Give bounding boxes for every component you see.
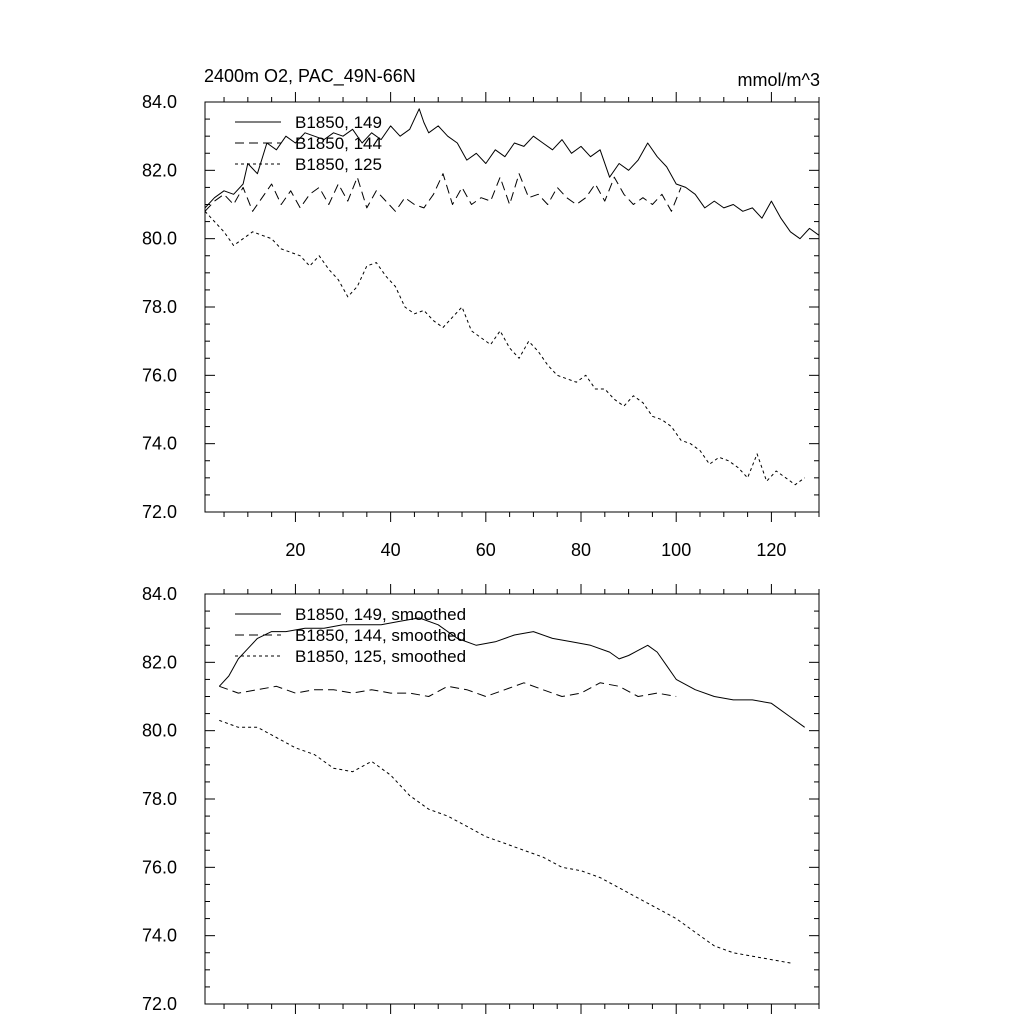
x-tick-label: 120 xyxy=(756,540,786,560)
tick-label-group: 72.0 74.0 76.0 78.0 80.0 82.0 84.0 xyxy=(142,584,177,1014)
y-tick-label: 84.0 xyxy=(142,92,177,112)
y-tick-label: 78.0 xyxy=(142,297,177,317)
legend-label: B1850, 144, smoothed xyxy=(295,626,466,645)
x-tick-label: 60 xyxy=(476,540,496,560)
legend-label: B1850, 125, smoothed xyxy=(295,647,466,666)
series-group xyxy=(218,617,805,964)
series-group xyxy=(204,108,820,486)
y-tick-label: 84.0 xyxy=(142,584,177,604)
legend-label: B1850, 149 xyxy=(295,113,382,132)
legend-label: B1850, 125 xyxy=(295,155,382,174)
legend-label: B1850, 149, smoothed xyxy=(295,605,466,624)
series-line-2 xyxy=(204,173,682,212)
y-tick-label: 82.0 xyxy=(142,652,177,672)
legend: B1850, 149 B1850, 144 B1850, 125 xyxy=(235,113,382,174)
chart-title: 2400m O2, PAC_49N-66N xyxy=(204,66,416,87)
y-tick-label: 82.0 xyxy=(142,160,177,180)
series-line-1 xyxy=(218,617,805,728)
y-tick-label: 72.0 xyxy=(142,502,177,522)
x-tick-label: 100 xyxy=(661,540,691,560)
y-tick-label: 80.0 xyxy=(142,229,177,249)
series-line-3 xyxy=(219,719,791,964)
top-panel: 2400m O2, PAC_49N-66N mmol/m^3 72.074.07… xyxy=(142,66,820,560)
tick-group xyxy=(205,92,820,522)
tick-label-group: 72.0 74.0 76.0 78.0 80.0 82.0 84.0 20 40 60 80 100 1… xyxy=(142,92,786,560)
y-tick-label: 74.0 xyxy=(142,926,177,946)
series-line-2 xyxy=(219,682,677,697)
series-line-3 xyxy=(204,210,805,486)
y-tick-label: 76.0 xyxy=(142,857,177,877)
legend: B1850, 149, smoothed B1850, 144, smoothed… xyxy=(235,605,466,666)
tick-group xyxy=(205,584,820,1014)
y-tick-label: 80.0 xyxy=(142,721,177,741)
units-label: mmol/m^3 xyxy=(738,70,820,90)
y-tick-label: 76.0 xyxy=(142,365,177,385)
x-tick-label: 40 xyxy=(381,540,401,560)
y-tick-label: 72.0 xyxy=(142,994,177,1014)
y-tick-label: 78.0 xyxy=(142,789,177,809)
x-tick-label: 20 xyxy=(285,540,305,560)
y-tick-label: 74.0 xyxy=(142,434,177,454)
x-tick-label: 80 xyxy=(571,540,591,560)
legend-label: B1850, 144 xyxy=(295,134,382,153)
series-line-1 xyxy=(204,108,820,240)
bottom-panel: 72.0 74.0 76.0 78.0 80.0 82.0 84.0 B1850, 149,… xyxy=(142,584,820,1014)
